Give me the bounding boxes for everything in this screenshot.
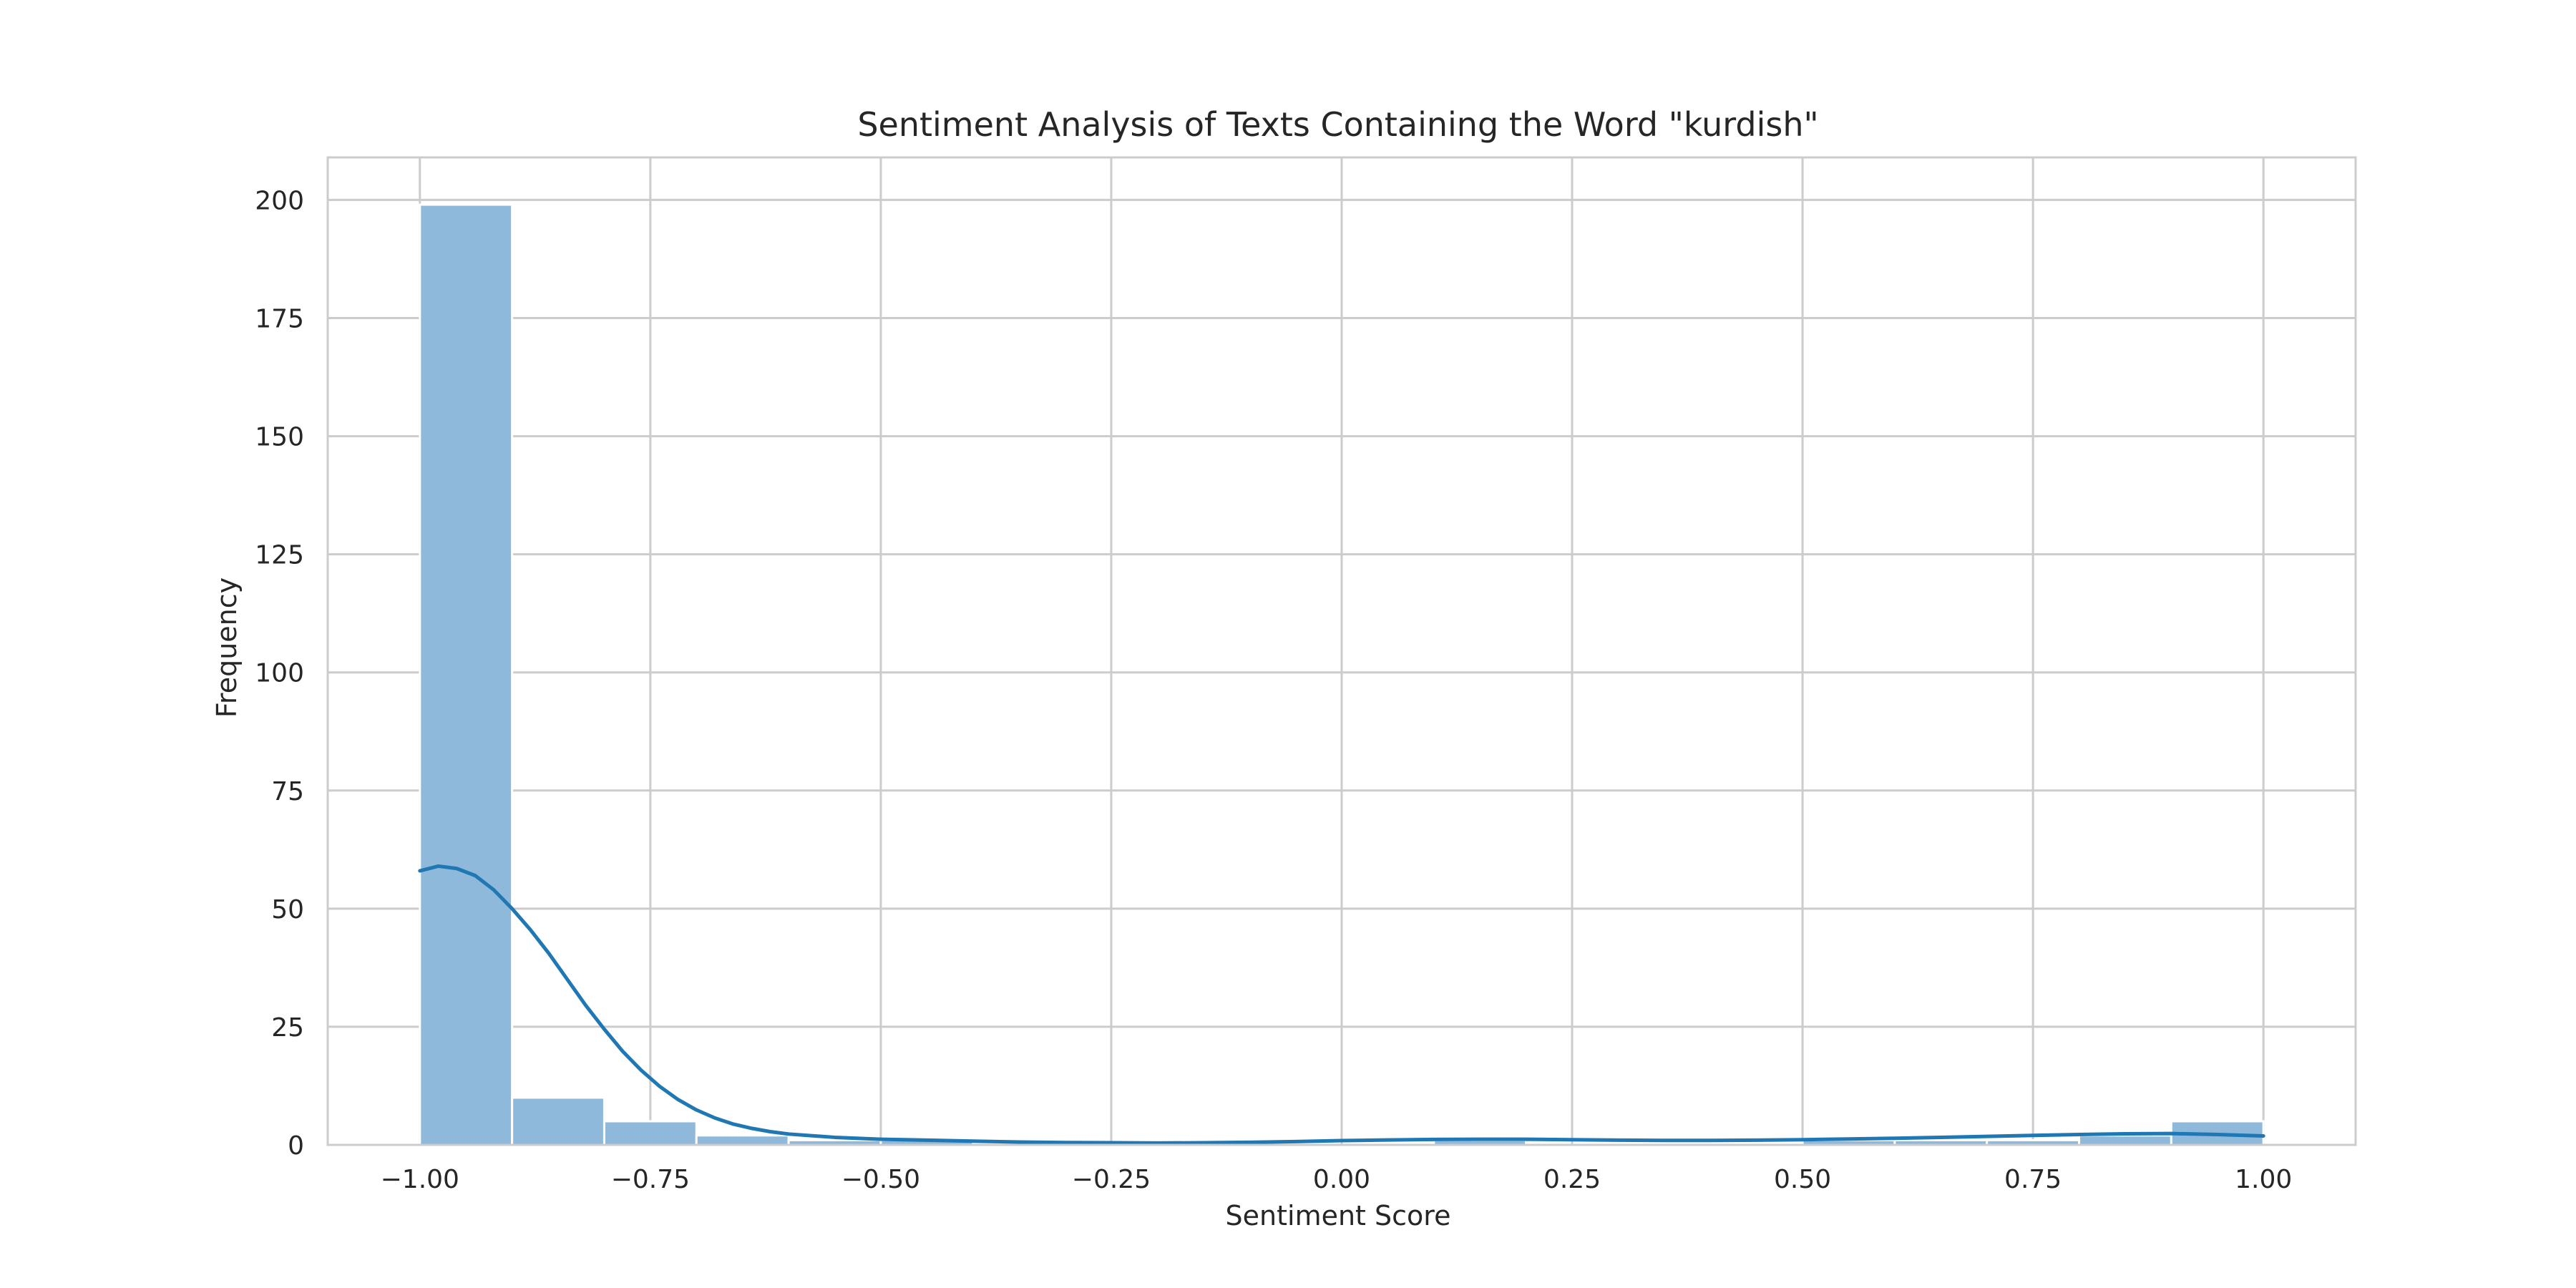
y-tick-labels: 0 25 50 75 100 125 150 175 200 bbox=[255, 186, 304, 1161]
y-tick-label: 75 bbox=[271, 777, 304, 806]
x-tick-label: 0.75 bbox=[2004, 1165, 2062, 1194]
kde-curve bbox=[418, 864, 2265, 1145]
y-tick-label: 175 bbox=[255, 304, 304, 333]
histogram-bar bbox=[2078, 1134, 2172, 1146]
y-axis-label: Frequency bbox=[211, 577, 243, 718]
histogram-bar bbox=[602, 1120, 698, 1146]
x-tick-label: −0.50 bbox=[841, 1165, 920, 1194]
y-tick-label: 150 bbox=[255, 423, 304, 452]
histogram-bar bbox=[511, 1096, 605, 1146]
chart-title: Sentiment Analysis of Texts Containing t… bbox=[857, 105, 1818, 144]
histogram-bars bbox=[419, 203, 2265, 1146]
x-tick-labels: −1.00 −0.75 −0.50 −0.25 0.00 0.25 0.50 0.75 1.00 bbox=[381, 1165, 2293, 1194]
y-tick-label: 100 bbox=[255, 659, 304, 688]
x-tick-label: 0.25 bbox=[1543, 1165, 1601, 1194]
x-tick-label: −0.75 bbox=[611, 1165, 690, 1194]
grid-lines bbox=[328, 157, 2356, 1146]
y-tick-label: 50 bbox=[271, 895, 304, 924]
y-tick-label: 25 bbox=[271, 1013, 304, 1043]
plot-area-frame bbox=[326, 156, 2357, 1146]
x-tick-label: −1.00 bbox=[381, 1165, 459, 1194]
y-tick-label: 200 bbox=[255, 186, 304, 215]
x-tick-label: 0.50 bbox=[1774, 1165, 1831, 1194]
y-tick-label: 0 bbox=[288, 1131, 304, 1161]
x-tick-label: −0.25 bbox=[1072, 1165, 1151, 1194]
histogram-bar bbox=[419, 203, 514, 1146]
y-tick-label: 125 bbox=[255, 541, 304, 570]
x-tick-label: 1.00 bbox=[2235, 1165, 2292, 1194]
x-axis-label: Sentiment Score bbox=[1226, 1200, 1451, 1231]
histogram-bar bbox=[695, 1134, 790, 1146]
x-tick-label: 0.00 bbox=[1313, 1165, 1370, 1194]
